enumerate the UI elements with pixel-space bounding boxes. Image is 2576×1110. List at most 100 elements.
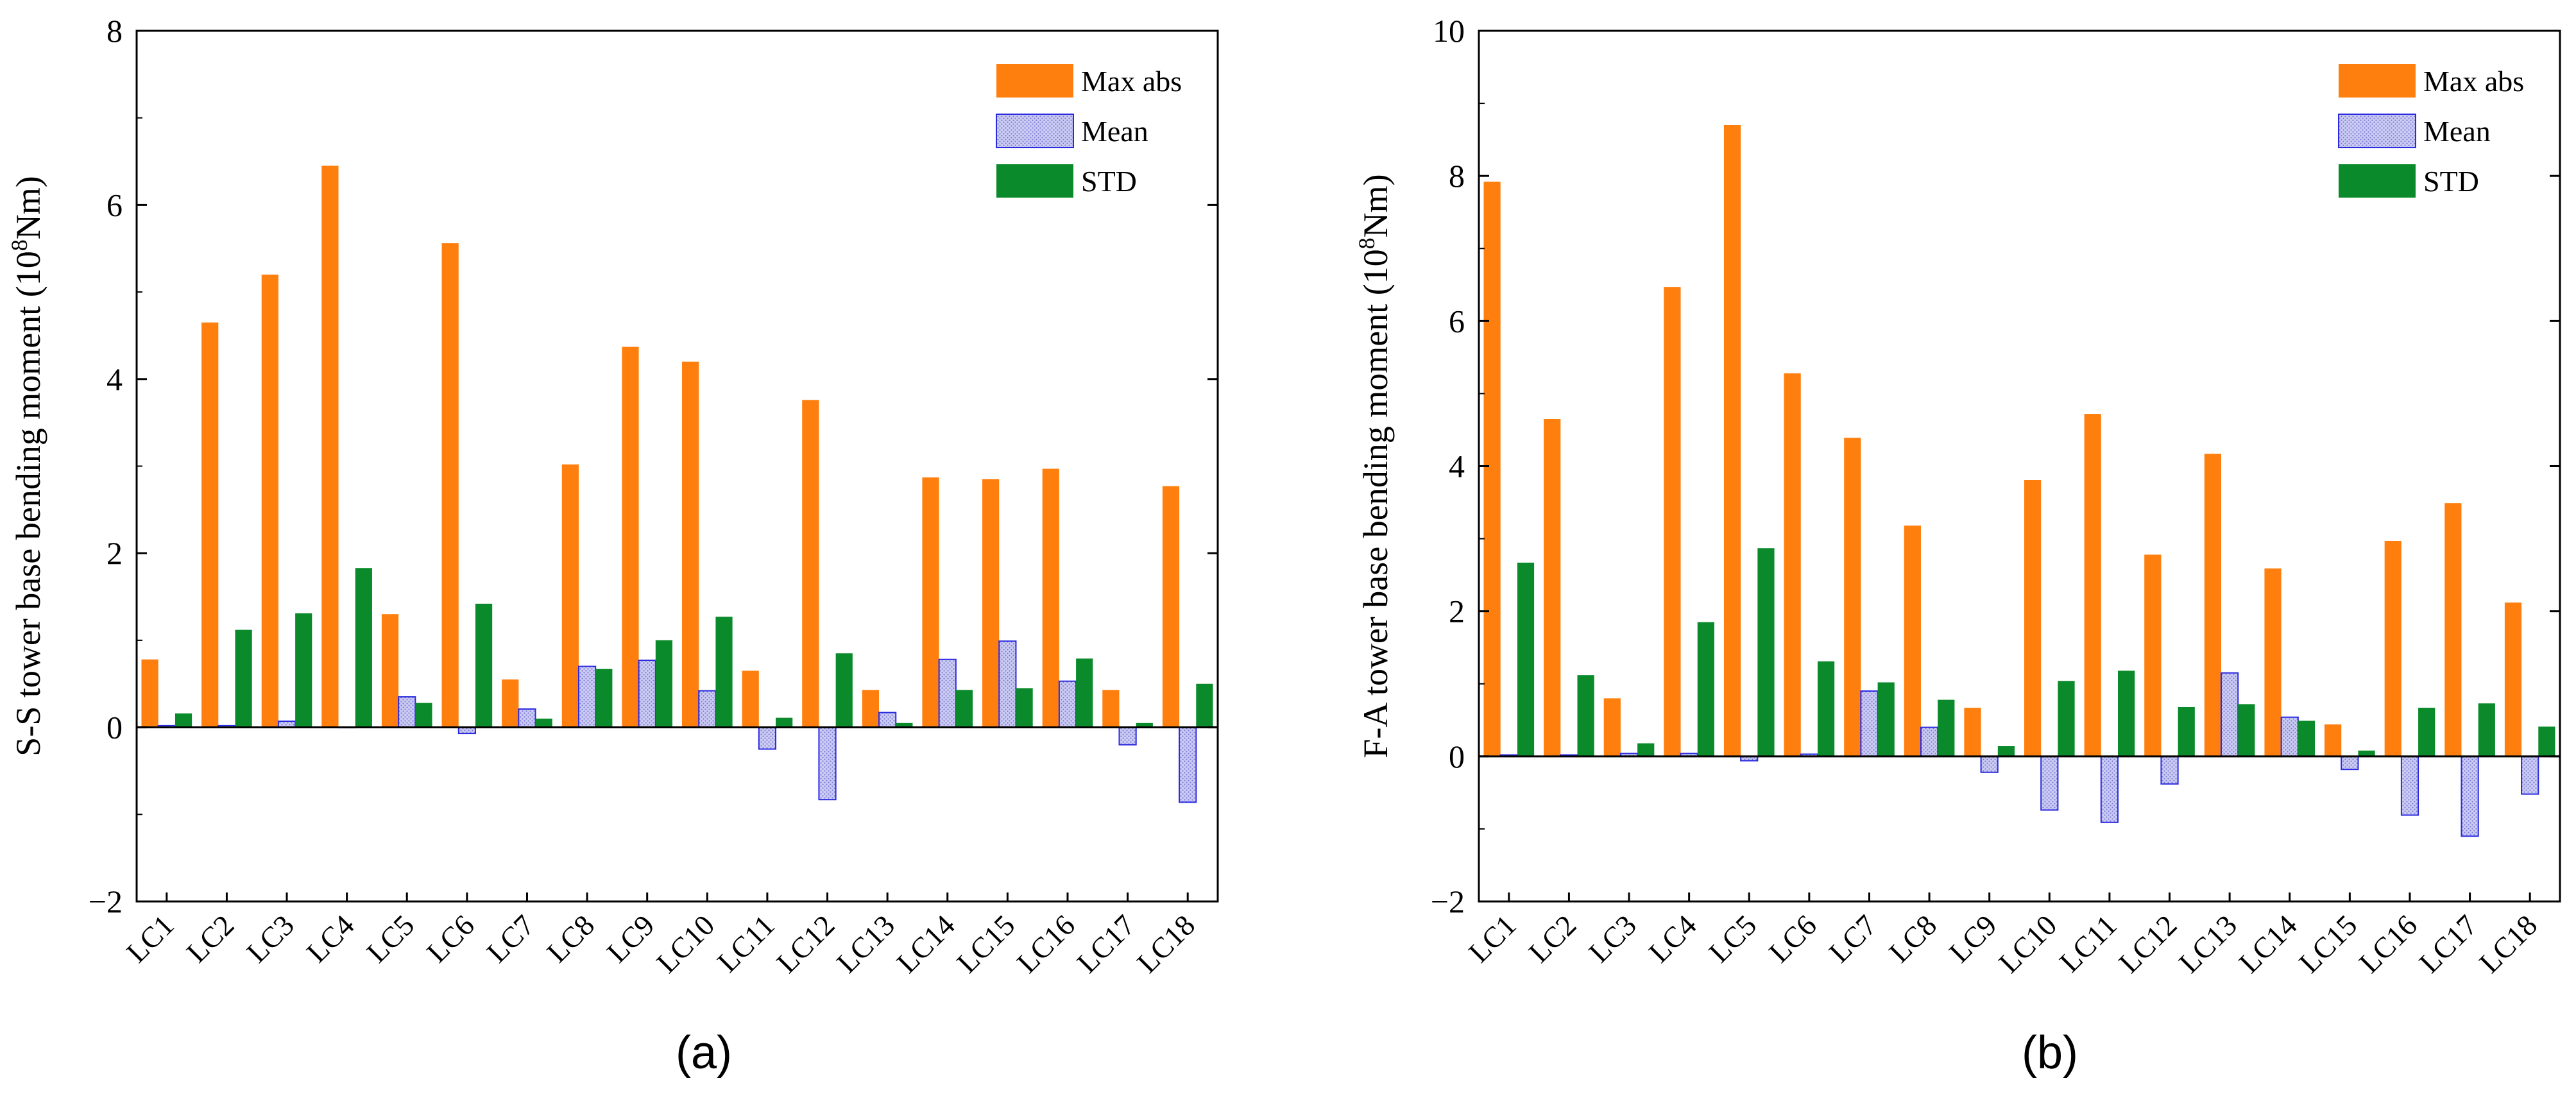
bar-std-lc6: [1817, 661, 1835, 756]
bar-mean-lc10: [698, 690, 717, 728]
bar-std-lc12: [835, 653, 853, 728]
bar-max-abs-lc4: [1664, 287, 1681, 756]
x-tick-label-lc11: LC11: [711, 909, 781, 978]
y-tick-label: 10: [1433, 13, 1465, 49]
bar-std-lc10: [2058, 681, 2075, 756]
x-tick-label-lc8: LC8: [1882, 909, 1943, 969]
x-tick-label-lc12: LC12: [2112, 909, 2183, 979]
bar-max-abs-lc4: [321, 166, 339, 728]
bar-mean-lc13: [2221, 672, 2239, 757]
bar-std-lc1: [1517, 562, 1535, 756]
bar-max-abs-lc14: [2264, 568, 2282, 756]
bar-std-lc8: [1938, 699, 1955, 756]
bar-max-abs-lc16: [2384, 540, 2401, 756]
x-tick-label-lc3: LC3: [240, 909, 300, 969]
x-tick-label-lc5: LC5: [1702, 909, 1762, 969]
bar-std-lc9: [655, 640, 673, 728]
bar-max-abs-lc15: [2324, 724, 2342, 756]
x-tick-label-lc9: LC9: [601, 909, 661, 969]
x-tick-label-lc18: LC18: [2473, 909, 2543, 979]
panel-label: (a): [676, 1027, 732, 1079]
x-tick-label-lc16: LC16: [1011, 909, 1081, 979]
x-tick-label-lc5: LC5: [360, 909, 420, 969]
x-tick-label-lc7: LC7: [481, 909, 541, 969]
y-tick-label: 4: [107, 361, 123, 397]
bar-mean-lc17: [2461, 755, 2479, 837]
x-tick-label-lc10: LC10: [650, 909, 721, 979]
bar-std-lc15: [2358, 750, 2375, 756]
bar-max-abs-lc2: [1544, 419, 1561, 756]
legend-swatch-mean: [2338, 114, 2416, 148]
x-tick-label-lc6: LC6: [1762, 909, 1823, 969]
bar-mean-lc16: [2400, 755, 2419, 816]
x-tick-label-lc4: LC4: [300, 909, 361, 969]
bar-std-lc14: [2298, 721, 2316, 756]
plot-frame: [1478, 30, 2561, 903]
panel-b: −2 0 2 4 6 8 10 LC1 LC2 LC3 LC4 LC5 LC6 LC7 LC8 LC9LC10…: [1354, 13, 2561, 1079]
bar-max-abs-lc16: [1042, 468, 1059, 728]
y-tick-label: 6: [107, 187, 123, 223]
bar-std-lc9: [1997, 746, 2015, 756]
x-tick-label-lc1: LC1: [1462, 909, 1523, 969]
bar-std-lc1: [175, 713, 192, 728]
bar-max-abs-lc13: [862, 690, 880, 728]
bar-std-lc2: [235, 629, 252, 728]
bar-mean-lc18: [2521, 755, 2539, 795]
bar-max-abs-lc7: [502, 679, 519, 728]
y-tick-label: 8: [107, 13, 123, 49]
bar-std-lc10: [715, 617, 733, 728]
y-axis-label: S-S tower base bending moment (108Nm): [6, 176, 47, 756]
bar-std-lc12: [2178, 706, 2195, 756]
legend-swatch-max-abs: [996, 64, 1073, 98]
bar-max-abs-lc5: [1723, 125, 1741, 756]
bar-std-lc8: [595, 669, 613, 728]
bar-mean-lc14: [938, 658, 957, 728]
x-tick-label-lc14: LC14: [2233, 909, 2303, 979]
bar-std-lc4: [355, 568, 372, 728]
plot-frame: [135, 30, 1219, 903]
bar-max-abs-lc1: [1483, 182, 1501, 756]
bar-mean-lc8: [1920, 726, 1939, 757]
bar-std-lc11: [776, 717, 793, 728]
y-tick-label: 8: [1449, 158, 1465, 194]
bar-max-abs-lc6: [441, 243, 459, 728]
x-tick-label-lc8: LC8: [540, 909, 601, 969]
bar-max-abs-lc11: [742, 670, 759, 728]
bar-std-lc17: [1136, 722, 1153, 728]
bar-std-lc18: [2538, 726, 2555, 756]
bar-std-lc3: [295, 613, 312, 728]
bar-mean-lc9: [1980, 755, 1999, 773]
bar-mean-lc17: [1118, 726, 1137, 746]
y-tick-label: −2: [89, 884, 123, 919]
bar-std-lc15: [1016, 688, 1033, 728]
bar-std-lc18: [1196, 683, 1213, 728]
bar-max-abs-lc8: [1904, 525, 1921, 756]
y-tick-label: −2: [1431, 884, 1465, 919]
bar-max-abs-lc7: [1844, 438, 1861, 756]
legend-label-std: STD: [1081, 165, 1137, 198]
y-tick-label: 0: [1449, 739, 1465, 774]
bar-mean-lc7: [518, 708, 536, 728]
x-tick-label-lc7: LC7: [1823, 909, 1883, 969]
bar-std-lc5: [415, 703, 432, 728]
x-tick-label-lc2: LC2: [180, 909, 241, 969]
bar-std-lc14: [955, 690, 973, 728]
bar-max-abs-lc17: [1102, 690, 1120, 728]
bar-mean-lc14: [2280, 716, 2299, 757]
bar-std-lc13: [2238, 704, 2255, 756]
bar-mean-lc10: [2040, 755, 2059, 811]
bar-std-lc5: [1757, 548, 1775, 756]
bar-max-abs-lc3: [1603, 698, 1621, 756]
bar-max-abs-lc12: [2144, 554, 2162, 756]
bar-max-abs-lc10: [681, 361, 699, 728]
bar-std-lc16: [2418, 708, 2435, 756]
bar-std-lc6: [475, 603, 493, 728]
x-tick-label-lc15: LC15: [2292, 909, 2363, 979]
x-tick-label-lc15: LC15: [950, 909, 1021, 979]
x-tick-label-lc11: LC11: [2053, 909, 2123, 978]
bar-max-abs-lc8: [561, 464, 579, 728]
bar-max-abs-lc13: [2204, 454, 2222, 756]
bar-max-abs-lc9: [622, 346, 639, 728]
bar-max-abs-lc6: [1784, 373, 1801, 756]
y-axis-label: F-A tower base bending moment (108Nm): [1354, 174, 1395, 758]
